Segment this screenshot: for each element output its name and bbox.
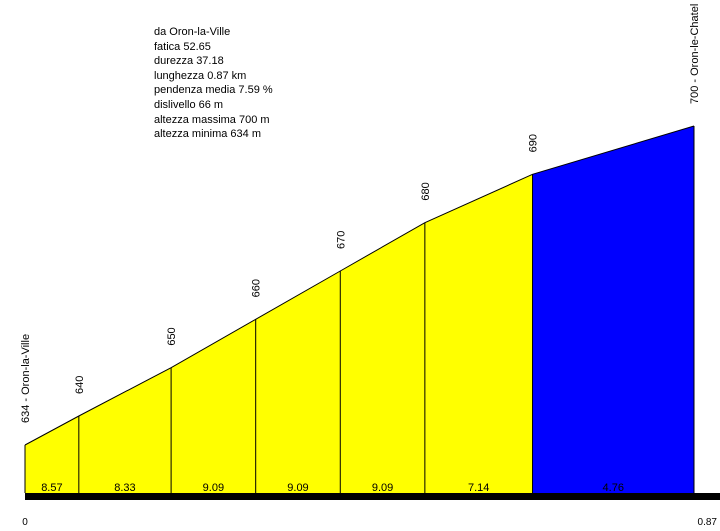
- x-tick-end: 0.87: [698, 517, 718, 528]
- profile-segment-6: [424, 174, 533, 494]
- x-tick-start: 0: [22, 517, 28, 528]
- distance-baseline: [25, 493, 720, 500]
- info-dislivello: dislivello 66 m: [154, 98, 224, 111]
- segment-grade-label: 4.76: [603, 482, 624, 494]
- profile-segment-5: [340, 222, 425, 493]
- info-altezza-massima: altezza massima 700 m: [154, 113, 270, 126]
- segment-grade-label: 9.09: [287, 482, 308, 494]
- altitude-label: 680: [420, 182, 432, 200]
- profile-segment-4: [255, 271, 341, 493]
- profile-outline: [24, 125, 695, 446]
- profile-segment-7: [532, 126, 694, 493]
- profile-segment-2: [78, 367, 172, 493]
- info-lunghezza: lunghezza 0.87 km: [154, 69, 247, 82]
- profile-segment-3: [171, 319, 256, 493]
- altitude-label: 660: [251, 279, 263, 297]
- info-from: da Oron-la-Ville: [154, 26, 231, 38]
- info-altezza-minima: altezza minima 634 m: [154, 128, 261, 141]
- info-fatica: fatica 52.65: [154, 40, 211, 53]
- end-altitude-label: 700 - Oron-le-Chatel: [689, 4, 701, 104]
- profile-segment-1: [25, 416, 79, 493]
- start-altitude-label: 634 - Oron-la-Ville: [20, 334, 32, 423]
- altitude-label: 690: [528, 134, 540, 152]
- altitude-label: 650: [166, 327, 178, 345]
- segment-grade-label: 7.14: [468, 482, 489, 494]
- climb-info-panel: da Oron-la-Ville fatica 52.65 durezza 37…: [154, 25, 273, 142]
- info-durezza: durezza 37.18: [154, 55, 224, 68]
- segment-grade-label: 8.57: [41, 482, 62, 494]
- segment-grade-label: 8.33: [114, 482, 135, 494]
- info-pendenza: pendenza media 7.59 %: [154, 84, 273, 97]
- altitude-label: 640: [74, 376, 86, 394]
- segment-grade-label: 9.09: [372, 482, 393, 494]
- altitude-label: 670: [335, 231, 347, 249]
- segment-grade-label: 9.09: [203, 482, 224, 494]
